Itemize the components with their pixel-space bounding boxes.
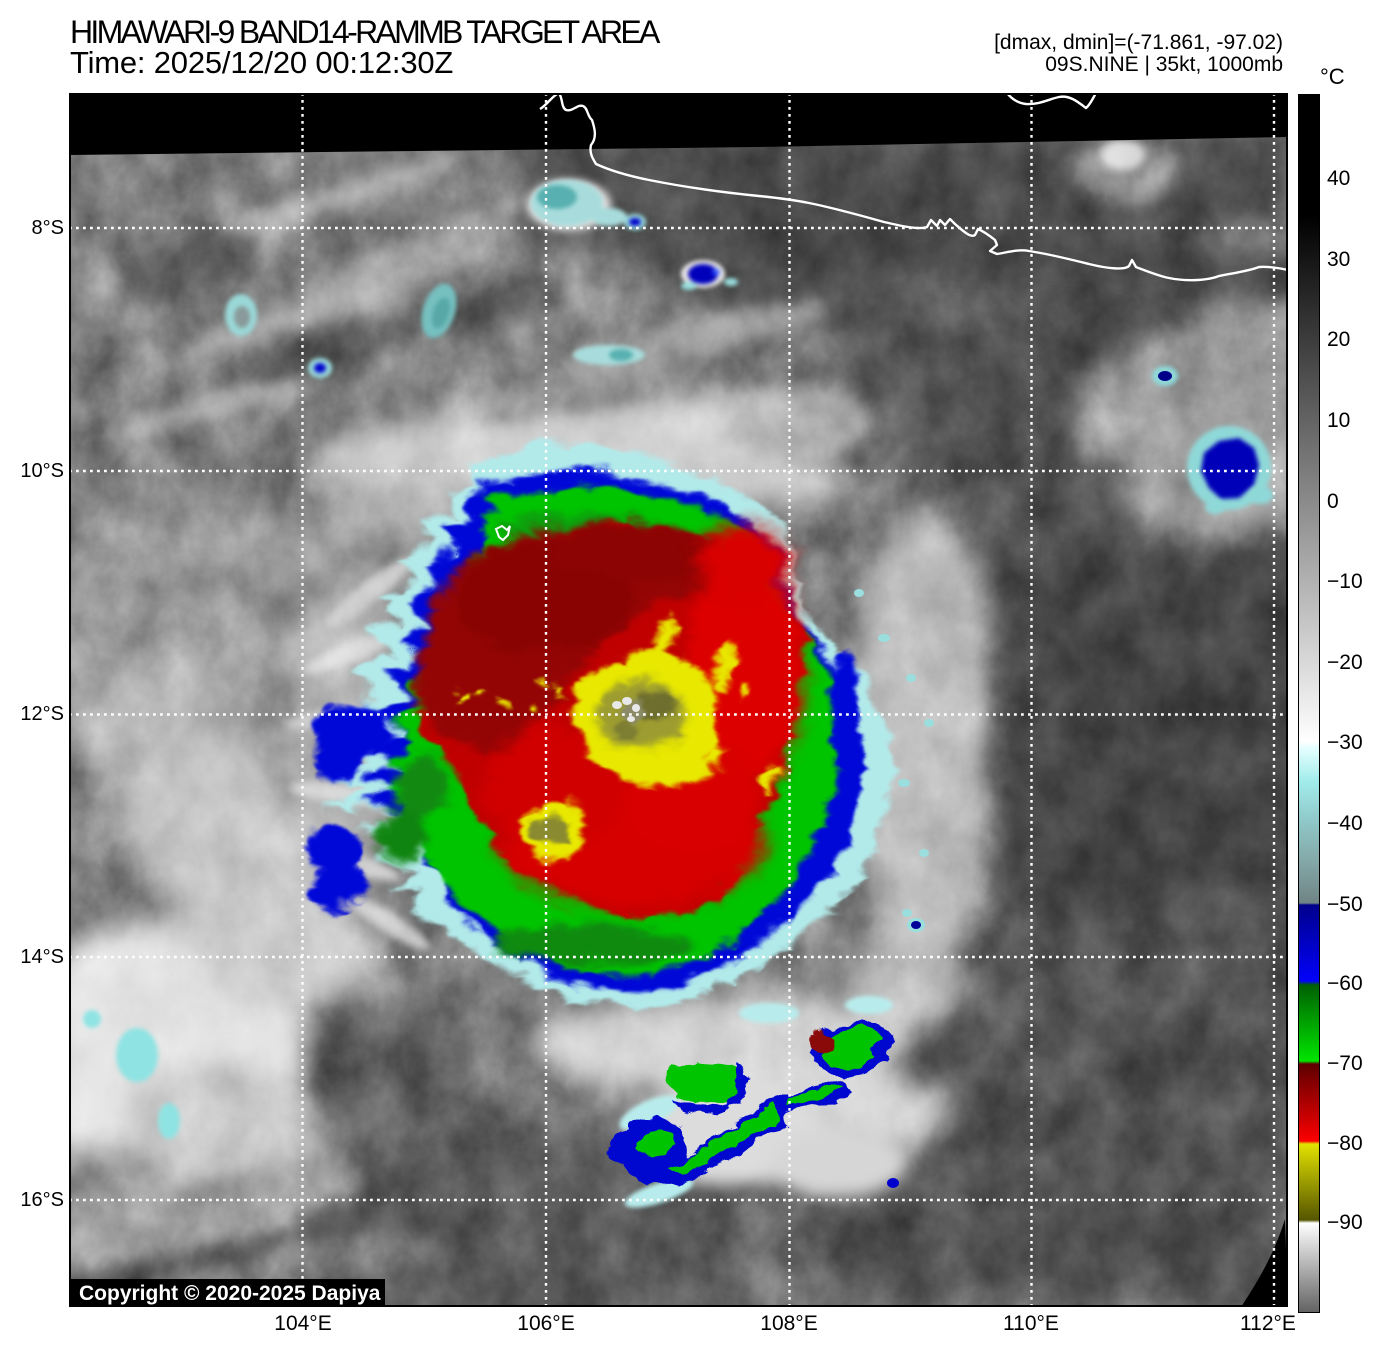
- svg-text:Copyright © 2020-2025 Dapiya: Copyright © 2020-2025 Dapiya: [79, 1282, 381, 1305]
